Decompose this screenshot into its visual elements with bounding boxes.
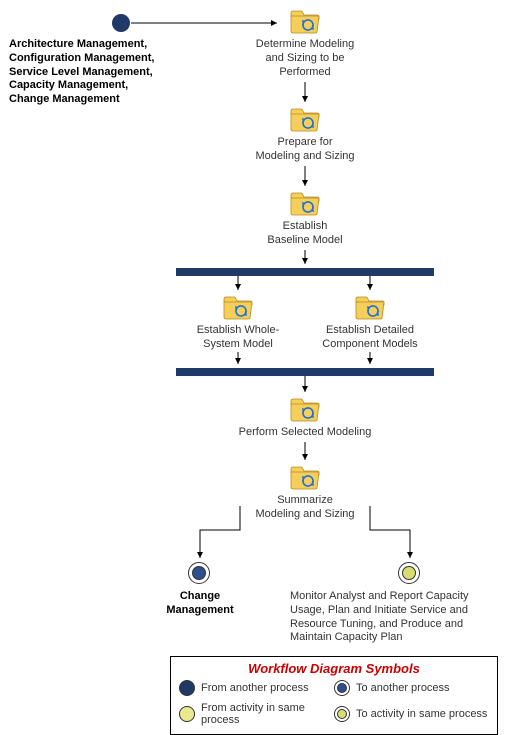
fork-bar — [176, 268, 434, 276]
node-n2-label: Prepare forModeling and Sizing — [240, 136, 370, 164]
node-n1-icon — [290, 10, 320, 39]
legend-from-another-label: From another process — [201, 682, 309, 694]
node-n6-label: Perform Selected Modeling — [220, 426, 390, 440]
legend-to-same-label: To activity in same process — [356, 708, 487, 720]
end-right-label: Monitor Analyst and Report CapacityUsage… — [290, 590, 500, 645]
edge-n4-join — [233, 352, 243, 368]
node-n2-icon — [290, 108, 320, 137]
edge-start-to-n1 — [131, 22, 281, 32]
edge-n1-n2 — [300, 82, 310, 106]
node-n3-label: EstablishBaseline Model — [240, 220, 370, 248]
node-n4-icon — [223, 296, 253, 325]
edge-n3-fork — [300, 250, 310, 268]
edge-n7-split — [190, 506, 420, 566]
edge-n2-n3 — [300, 166, 310, 190]
start-label: Architecture Management,Configuration Ma… — [9, 38, 194, 107]
node-n3-icon — [290, 192, 320, 221]
legend: Workflow Diagram Symbols From another pr… — [170, 656, 498, 735]
edge-fork-n4 — [233, 276, 243, 294]
legend-from-another: From another process — [179, 680, 334, 696]
edge-join-n6 — [300, 376, 310, 396]
edge-n5-join — [365, 352, 375, 368]
start-node-icon — [112, 14, 130, 32]
legend-from-same: From activity in same process — [179, 702, 334, 726]
node-n4-label: Establish Whole-System Model — [182, 324, 294, 352]
legend-to-another-label: To another process — [356, 682, 450, 694]
join-bar — [176, 368, 434, 376]
workflow-diagram: Architecture Management,Configuration Ma… — [0, 0, 506, 731]
legend-title: Workflow Diagram Symbols — [179, 661, 489, 676]
end-left-icon — [188, 562, 210, 584]
node-n5-icon — [355, 296, 385, 325]
legend-to-another: To another process — [334, 680, 489, 696]
end-right-icon — [398, 562, 420, 584]
node-n6-icon — [290, 398, 320, 427]
edge-fork-n5 — [365, 276, 375, 294]
legend-from-same-label: From activity in same process — [201, 702, 334, 726]
node-n5-label: Establish DetailedComponent Models — [314, 324, 426, 352]
node-n1-label: Determine Modelingand Sizing to bePerfor… — [240, 38, 370, 79]
edge-n6-n7 — [300, 442, 310, 464]
legend-to-same: To activity in same process — [334, 702, 489, 726]
end-left-label: ChangeManagement — [155, 590, 245, 618]
node-n7-icon — [290, 466, 320, 495]
